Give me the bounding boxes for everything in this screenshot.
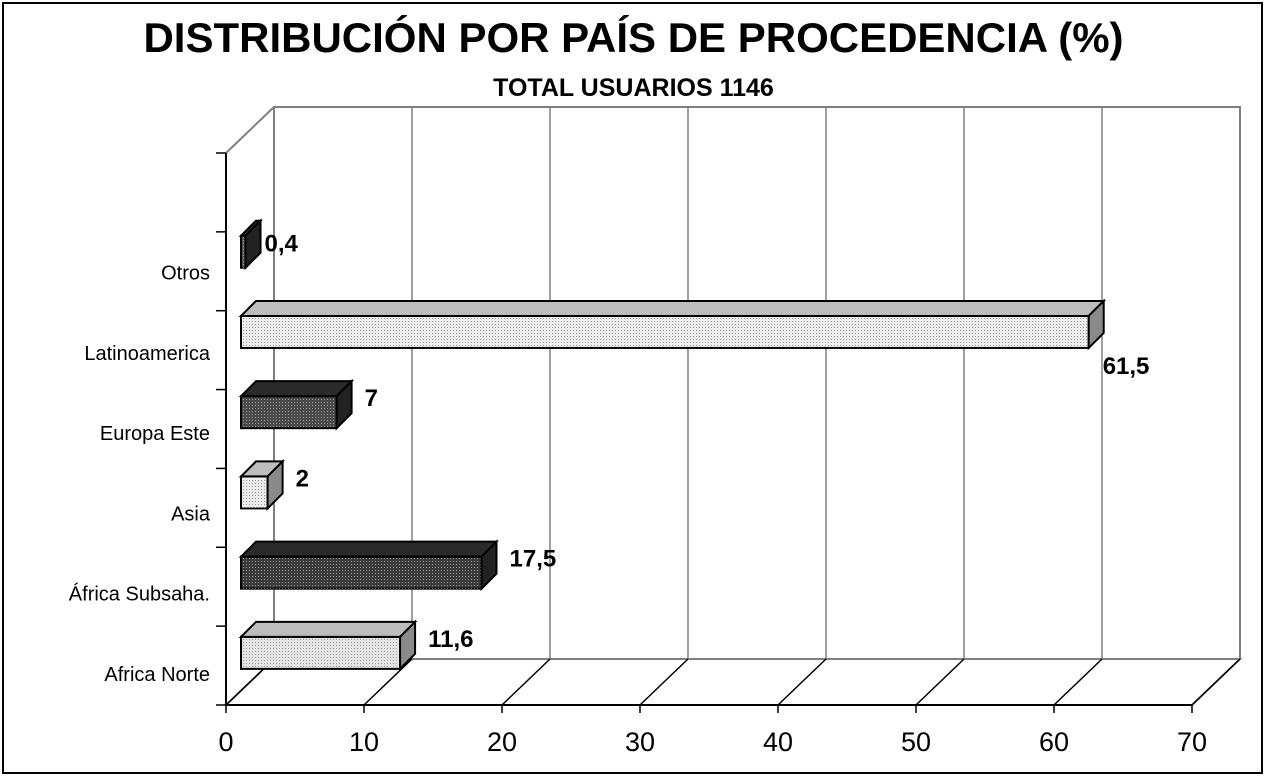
bar-top bbox=[238, 620, 418, 638]
axes bbox=[216, 152, 1193, 713]
category-label-otros: Otros bbox=[161, 263, 210, 285]
bar-side bbox=[266, 459, 284, 511]
plot-walls bbox=[223, 106, 1243, 706]
x-tick-label: 70 bbox=[1177, 727, 1207, 757]
bar-side bbox=[1087, 298, 1105, 351]
gridline-floor bbox=[1053, 658, 1103, 706]
category-label-asia: Asia bbox=[171, 503, 211, 525]
category-labels: Otros Latinoamerica Europa Este Asia África … bbox=[69, 263, 211, 686]
bars bbox=[238, 218, 1107, 672]
gridline-floor bbox=[501, 658, 551, 706]
bar-top bbox=[238, 380, 355, 398]
data-label-europa-este: 7 bbox=[365, 385, 378, 412]
bar-front-texture bbox=[241, 476, 268, 509]
category-label-africa-subsaha: África Subsaha. bbox=[69, 583, 210, 606]
data-label-otros: 0,4 bbox=[265, 231, 299, 258]
category-label-latinoamerica: Latinoamerica bbox=[84, 343, 211, 365]
bar-front-texture bbox=[241, 556, 482, 589]
data-label-asia: 2 bbox=[296, 465, 309, 492]
bar-africa-subsaha bbox=[238, 539, 499, 592]
bar-asia bbox=[238, 459, 286, 511]
data-label-africa-norte: 11,6 bbox=[428, 626, 473, 653]
gridline-floor bbox=[777, 658, 827, 706]
bar-side bbox=[399, 619, 417, 672]
chart-subtitle: TOTAL USUARIOS 1146 bbox=[493, 74, 774, 102]
chart-title: DISTRIBUCIÓN POR PAÍS DE PROCEDENCIA (%) bbox=[143, 14, 1124, 61]
side-wall-edge bbox=[225, 106, 275, 154]
x-tick-label: 60 bbox=[1039, 727, 1069, 757]
bar-front-texture bbox=[241, 636, 401, 669]
bar-latinoamerica bbox=[238, 298, 1107, 351]
gridline-floor bbox=[1191, 658, 1241, 706]
gridline-floor bbox=[363, 658, 413, 706]
data-label-latinoamerica: 61,5 bbox=[1103, 353, 1150, 380]
data-label-africa-subsaha: 17,5 bbox=[510, 546, 557, 573]
category-label-africa-norte: Africa Norte bbox=[104, 664, 210, 686]
bar-side bbox=[480, 539, 498, 592]
category-label-europa-este: Europa Este bbox=[100, 423, 210, 445]
bar-top bbox=[238, 299, 1107, 317]
bar-europa-este bbox=[238, 378, 355, 431]
gridline-floor bbox=[639, 658, 689, 706]
gridline-floor bbox=[915, 658, 965, 706]
bar-top bbox=[238, 540, 499, 558]
bar-otros bbox=[238, 218, 263, 271]
bar-side bbox=[244, 218, 262, 271]
x-tick-labels: 0 10 20 30 40 50 60 70 bbox=[218, 727, 1207, 757]
bar-africa-norte bbox=[238, 619, 418, 672]
x-tick-label: 30 bbox=[625, 727, 655, 757]
data-labels: 0,4 61,5 7 2 17,5 11,6 bbox=[265, 231, 1150, 653]
x-tick-label: 50 bbox=[901, 727, 931, 757]
bar-front-texture bbox=[241, 315, 1089, 348]
x-tick-label: 0 bbox=[218, 727, 233, 757]
x-tick-label: 20 bbox=[487, 727, 517, 757]
x-tick-label: 40 bbox=[763, 727, 793, 757]
x-tick-label: 10 bbox=[349, 727, 379, 757]
bar-front-texture bbox=[241, 235, 246, 268]
bar-front-texture bbox=[241, 396, 337, 429]
bar-side bbox=[335, 378, 353, 431]
